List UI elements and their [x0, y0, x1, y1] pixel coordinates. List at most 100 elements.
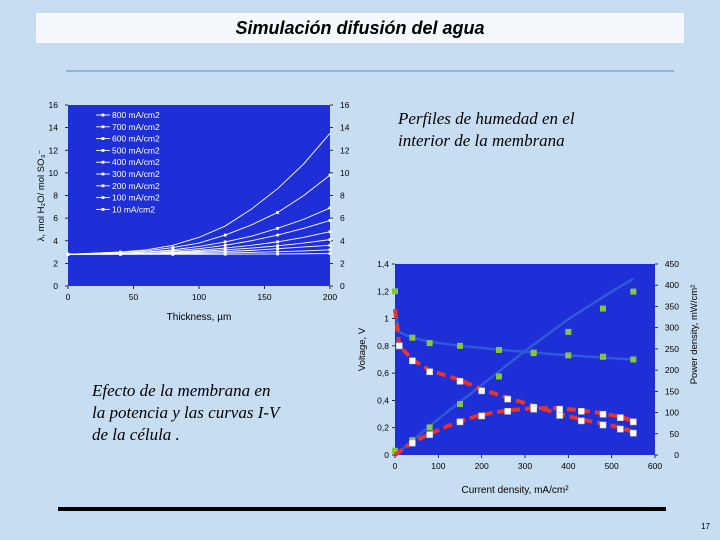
- green-markers-marker: [457, 401, 463, 408]
- white-markers-marker: [426, 368, 433, 376]
- series-marker: [276, 247, 279, 251]
- y-tick-label-left: 0,8: [377, 341, 389, 351]
- x-tick-label: 0: [66, 292, 71, 302]
- legend-label: 400 mA/cm2: [112, 157, 160, 167]
- series-marker: [171, 246, 175, 249]
- y-tick-label-right: 0: [674, 450, 679, 460]
- legend-marker: [101, 196, 105, 199]
- white-markers-marker: [456, 418, 464, 426]
- y-tick-label-right: 400: [665, 280, 679, 290]
- white-markers-marker: [556, 405, 563, 413]
- y-tick-label-left: 0,4: [377, 395, 389, 405]
- green-markers-marker: [630, 356, 637, 363]
- iv-power-chart: 0 0,2 0,4 0,6 0,8 1 1,2 1,4 0 50 100 150 200 250 300 35…: [357, 259, 700, 496]
- page-number: 17: [701, 522, 710, 531]
- y-tick-label-right: 350: [665, 301, 679, 311]
- green-markers-marker: [600, 353, 606, 360]
- x-axis-label: Current density, mA/cm²: [461, 485, 569, 496]
- y-tick-label-left: 1: [384, 314, 389, 324]
- bottom-divider: [58, 507, 666, 511]
- humidity-profile-chart: 0 2 4 6 8 10 12 14 16 0 2 4 6 8 10 12 14 16 0 50 100 150 200 Th…: [36, 100, 360, 323]
- legend-label: 800 mA/cm2: [112, 110, 160, 120]
- green-markers-marker: [496, 373, 502, 380]
- white-markers-marker: [530, 405, 537, 413]
- y-tick-label-right: 250: [665, 344, 679, 354]
- green-markers-marker: [530, 350, 537, 357]
- y-tick-label-left: 1,2: [377, 286, 389, 296]
- white-markers-marker: [504, 395, 511, 403]
- white-markers-marker: [409, 357, 416, 365]
- series-marker: [223, 252, 227, 256]
- y-tick-label-left: 12: [49, 145, 59, 155]
- series-marker: [328, 248, 332, 252]
- y-tick-label-left: 0,2: [377, 423, 389, 433]
- white-markers-marker: [556, 412, 563, 419]
- legend-label: 300 mA/cm2: [112, 169, 160, 179]
- series-line: [67, 219, 331, 255]
- y-tick-label-left: 6: [53, 213, 58, 223]
- legend-marker: [101, 208, 105, 211]
- white-markers-marker: [630, 429, 637, 437]
- green-markers-marker: [630, 288, 637, 295]
- x-tick-label: 100: [192, 292, 206, 302]
- y-tick-label-right: 12: [340, 145, 350, 155]
- series-marker: [276, 240, 279, 244]
- series-marker: [223, 246, 227, 250]
- y-tick-label-left: 2: [53, 258, 58, 268]
- legend-marker: [101, 125, 105, 129]
- white-markers-marker: [630, 418, 637, 426]
- y-tick-label-right: 0: [340, 281, 345, 291]
- y-tick-label-right: 8: [340, 191, 345, 201]
- y-tick-label-right: 16: [340, 100, 350, 110]
- title-box: Simulación difusión del agua: [36, 13, 684, 43]
- x-tick-label: 500: [605, 461, 619, 471]
- series-marker: [328, 173, 332, 177]
- series-marker: [223, 243, 227, 247]
- y-tick-label-left: 14: [49, 123, 59, 133]
- legend-marker: [101, 149, 105, 152]
- y-tick-label-left: 0: [384, 450, 389, 460]
- green-markers-marker: [409, 334, 416, 341]
- series-marker: [119, 252, 122, 256]
- white-markers-marker: [599, 410, 607, 418]
- white-markers-marker: [478, 387, 485, 395]
- white-markers-marker: [478, 412, 485, 420]
- y-tick-label-right: 200: [665, 365, 679, 375]
- slide-title: Simulación difusión del agua: [235, 18, 485, 38]
- note-top-line-2: interior de la membrana: [398, 131, 565, 150]
- legend-label: 700 mA/cm2: [112, 122, 160, 132]
- x-tick-label: 50: [129, 292, 139, 302]
- blue-line-series: [394, 277, 634, 456]
- y-tick-label-right: 10: [340, 168, 350, 178]
- x-tick-label: 600: [648, 461, 662, 471]
- green-markers-marker: [426, 424, 433, 431]
- green-markers-marker: [600, 305, 606, 312]
- green-markers-marker: [457, 342, 463, 349]
- y-tick-label-left: 0,6: [377, 368, 389, 378]
- x-tick-label: 0: [393, 461, 398, 471]
- white-markers-marker: [409, 439, 416, 447]
- white-markers-marker: [599, 421, 607, 429]
- series-marker: [328, 206, 332, 210]
- green-markers-marker: [565, 352, 572, 359]
- y-axis-label-left: λ, mol H₂O/ mol SO₃⁻: [36, 150, 47, 242]
- y-tick-label-left: 16: [49, 100, 59, 110]
- note-bottom-line-1: Efecto de la membrana en: [92, 381, 271, 400]
- series-marker: [328, 252, 332, 255]
- white-markers-marker: [456, 378, 464, 385]
- y-tick-label-right: 150: [665, 386, 679, 396]
- y-tick-label-right: 50: [670, 429, 680, 439]
- y-tick-label-left: 10: [49, 168, 59, 178]
- y-tick-label-right: 4: [340, 236, 345, 246]
- x-tick-label: 200: [475, 461, 489, 471]
- x-tick-label: 100: [431, 461, 445, 471]
- x-axis-label: Thickness, µm: [167, 312, 232, 323]
- x-tick-label: 200: [323, 292, 337, 302]
- series-marker: [223, 240, 227, 244]
- white-markers-marker: [578, 417, 585, 425]
- note-top: Perfiles de humedad en el interior de la…: [398, 108, 575, 152]
- series-marker: [276, 244, 279, 248]
- y-tick-label-right: 100: [665, 408, 679, 418]
- note-bottom-line-3: de la célula .: [92, 425, 180, 444]
- note-bottom-line-2: la potencia y las curvas I-V: [92, 403, 280, 422]
